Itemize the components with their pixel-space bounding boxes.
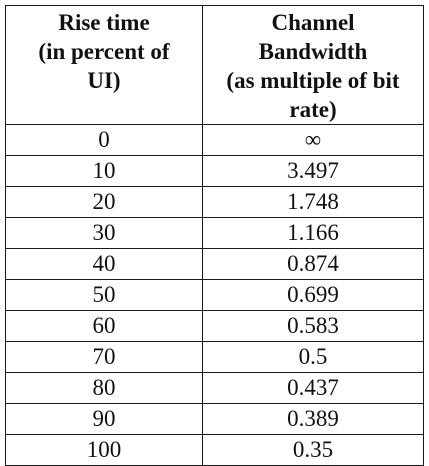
table-row: 50 0.699 <box>5 279 424 311</box>
bandwidth-cell: 3.497 <box>202 155 424 187</box>
rise-time-cell: 0 <box>5 124 203 156</box>
table-header: Rise time (in percent of UI) Channel Ban… <box>5 5 424 125</box>
table-row: 0 ∞ <box>5 124 424 156</box>
header-line: Bandwidth <box>258 39 368 64</box>
header-line: (in percent of <box>38 39 170 64</box>
bandwidth-cell: 0.35 <box>202 434 424 466</box>
bandwidth-cell: 0.389 <box>202 403 424 435</box>
table-row: 80 0.437 <box>5 372 424 404</box>
header-line: UI) <box>87 68 121 93</box>
rise-time-bandwidth-table: Rise time (in percent of UI) Channel Ban… <box>5 5 424 466</box>
bandwidth-cell: 0.583 <box>202 310 424 342</box>
bandwidth-cell: 1.166 <box>202 217 424 249</box>
header-line: (as multiple of bit <box>226 68 400 93</box>
table-row: 40 0.874 <box>5 248 424 280</box>
bandwidth-cell: 0.874 <box>202 248 424 280</box>
rise-time-column-header: Rise time (in percent of UI) <box>5 5 203 125</box>
bandwidth-cell: ∞ <box>202 124 424 156</box>
rise-time-cell: 70 <box>5 341 203 373</box>
bandwidth-cell: 1.748 <box>202 186 424 218</box>
header-line: Channel <box>271 10 355 35</box>
bandwidth-cell: 0.5 <box>202 341 424 373</box>
rise-time-cell: 40 <box>5 248 203 280</box>
bandwidth-cell: 0.699 <box>202 279 424 311</box>
rise-time-cell: 10 <box>5 155 203 187</box>
channel-bandwidth-column-header: Channel Bandwidth (as multiple of bit ra… <box>202 5 424 125</box>
rise-time-cell: 30 <box>5 217 203 249</box>
rise-time-cell: 90 <box>5 403 203 435</box>
table-body: 0 ∞ 10 3.497 20 1.748 30 1.166 40 0.874 … <box>5 124 424 466</box>
table-row: 100 0.35 <box>5 434 424 466</box>
table-row: 20 1.748 <box>5 186 424 218</box>
table-row: 70 0.5 <box>5 341 424 373</box>
bandwidth-cell: 0.437 <box>202 372 424 404</box>
header-line: Rise time <box>58 10 150 35</box>
rise-time-cell: 20 <box>5 186 203 218</box>
rise-time-cell: 100 <box>5 434 203 466</box>
rise-time-cell: 50 <box>5 279 203 311</box>
header-row: Rise time (in percent of UI) Channel Ban… <box>5 5 424 125</box>
table-row: 90 0.389 <box>5 403 424 435</box>
table-row: 10 3.497 <box>5 155 424 187</box>
header-line: rate) <box>289 97 337 122</box>
table-row: 30 1.166 <box>5 217 424 249</box>
table-row: 60 0.583 <box>5 310 424 342</box>
rise-time-cell: 80 <box>5 372 203 404</box>
rise-time-cell: 60 <box>5 310 203 342</box>
